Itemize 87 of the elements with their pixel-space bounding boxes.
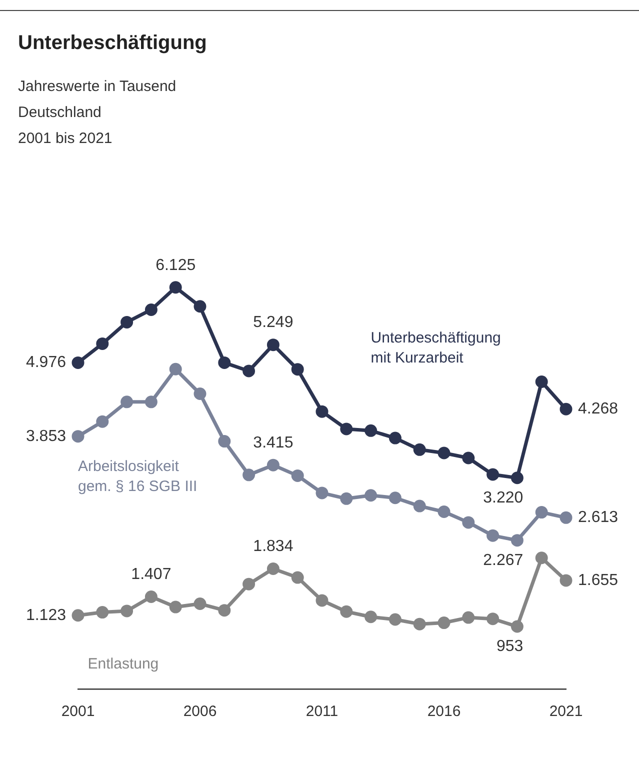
point xyxy=(316,486,328,500)
point xyxy=(413,500,426,512)
point xyxy=(535,552,548,564)
x-tick-label: 2011 xyxy=(306,703,338,720)
point xyxy=(169,362,182,376)
point xyxy=(291,571,304,584)
point xyxy=(486,468,500,481)
point xyxy=(340,605,353,618)
data-label: 5.249 xyxy=(253,314,294,332)
chart-subtitle: Jahreswerte in Tausend Deutschland 2001 bis 2021 xyxy=(18,77,176,149)
point xyxy=(218,604,231,617)
point xyxy=(510,472,524,484)
point xyxy=(560,511,572,524)
point xyxy=(194,300,206,313)
point xyxy=(316,405,328,418)
point xyxy=(291,363,304,376)
point xyxy=(535,506,548,519)
data-label: 4.268 xyxy=(578,400,618,418)
point xyxy=(462,611,475,624)
data-label: 1.407 xyxy=(131,566,172,584)
point xyxy=(413,443,426,456)
data-label: 6.125 xyxy=(156,256,196,274)
point xyxy=(535,375,548,388)
point xyxy=(242,578,256,590)
point xyxy=(120,316,134,328)
point xyxy=(438,446,450,460)
point xyxy=(462,452,475,464)
data-label: 1.655 xyxy=(578,572,618,589)
point xyxy=(486,612,500,626)
point xyxy=(560,574,572,587)
chart-title: Unterbeschäftigung xyxy=(18,32,207,55)
data-label: 2.613 xyxy=(578,509,618,526)
point xyxy=(364,610,378,624)
point xyxy=(510,534,524,547)
point xyxy=(388,613,402,626)
x-tick-label: 2001 xyxy=(61,703,95,720)
point xyxy=(218,435,231,448)
point xyxy=(242,468,256,482)
point xyxy=(266,562,280,575)
point xyxy=(510,620,524,633)
data-label: 3.415 xyxy=(253,434,294,452)
point xyxy=(438,616,450,630)
data-label: 1.123 xyxy=(26,606,66,624)
data-label: 3.220 xyxy=(483,489,524,506)
point xyxy=(340,422,353,436)
point xyxy=(96,415,109,428)
point xyxy=(194,387,206,400)
point xyxy=(364,489,378,502)
point xyxy=(72,356,84,369)
point xyxy=(486,529,500,542)
point xyxy=(120,396,134,408)
point xyxy=(316,594,328,607)
point xyxy=(144,590,158,603)
point xyxy=(96,337,109,350)
x-tick-label: 2016 xyxy=(427,703,461,720)
point xyxy=(72,609,84,622)
point xyxy=(291,469,304,482)
point xyxy=(120,604,134,618)
point xyxy=(72,430,84,443)
point xyxy=(388,432,402,444)
point xyxy=(144,303,158,316)
point xyxy=(266,458,280,472)
point xyxy=(560,402,572,416)
x-tick-label: 2021 xyxy=(549,703,583,720)
point xyxy=(169,600,182,614)
point xyxy=(413,618,426,630)
point xyxy=(218,356,231,369)
point xyxy=(266,338,280,352)
point xyxy=(364,424,378,437)
point xyxy=(144,396,158,408)
data-label: 953 xyxy=(496,638,524,655)
point xyxy=(194,598,206,610)
text: Entlastung xyxy=(88,656,159,673)
point xyxy=(438,506,450,518)
data-label: 3.853 xyxy=(26,428,66,445)
point xyxy=(462,516,475,529)
x-tick-label: 2006 xyxy=(183,703,217,720)
point xyxy=(242,364,256,378)
point xyxy=(96,606,109,619)
data-label: 2.267 xyxy=(483,552,524,569)
point xyxy=(388,492,402,504)
series-label: Arbeitslosigkeit gem. § 16 SGB III xyxy=(78,458,198,496)
text: Unterbeschäftigung mit Kurzarbeit xyxy=(370,330,501,367)
data-label: 4.976 xyxy=(26,354,66,372)
data-label: 1.834 xyxy=(253,538,294,556)
point xyxy=(340,492,353,505)
point xyxy=(169,281,182,294)
